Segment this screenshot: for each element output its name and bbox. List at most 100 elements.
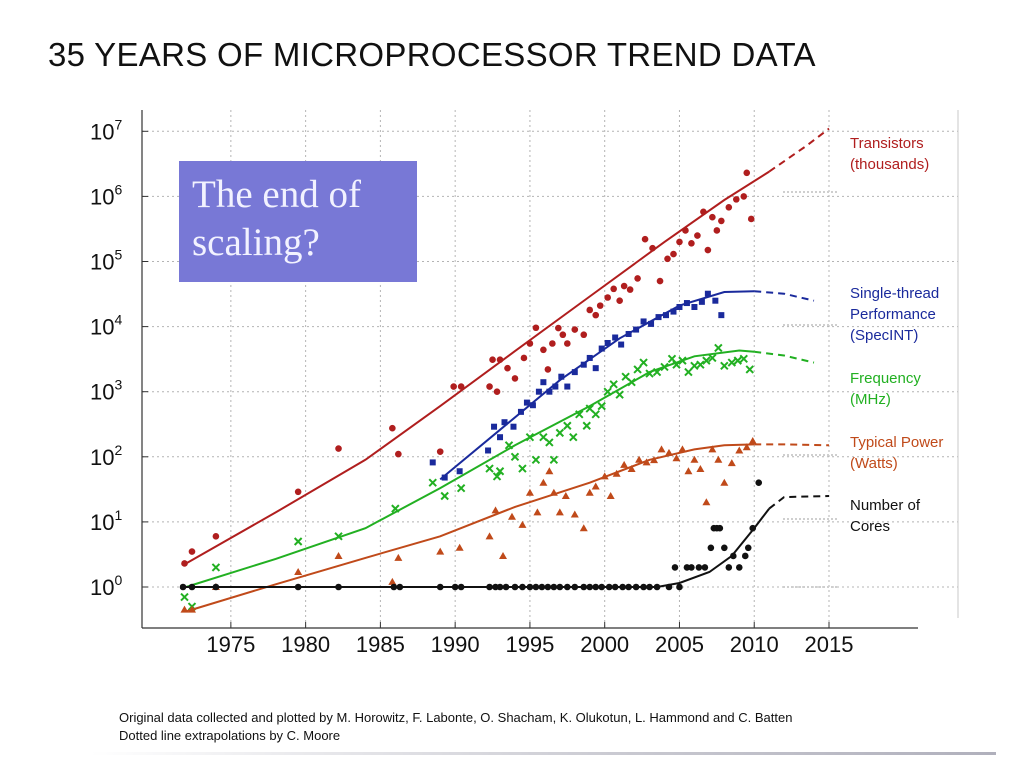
x-tick-label: 2005: [655, 632, 704, 657]
frequency-mhz-point: [733, 356, 742, 365]
number-of-cores-point: [502, 583, 510, 591]
series-layer: [179, 127, 830, 613]
typical-power-watts-point: [742, 443, 751, 451]
frequency-mhz-point: [591, 410, 600, 419]
number-of-cores-point: [556, 583, 564, 591]
number-of-cores-point: [665, 583, 673, 591]
number-of-cores-point: [451, 583, 459, 591]
typical-power-watts-point: [600, 472, 609, 480]
single-thread-performance-specint-point: [618, 341, 625, 348]
number-of-cores-point: [390, 583, 398, 591]
x-tick-label: 1995: [505, 632, 554, 657]
transistors-thousands-point: [489, 356, 496, 364]
transistors-thousands-point: [555, 324, 562, 332]
transistors-thousands-point: [549, 340, 556, 347]
typical-power-watts-point: [735, 446, 744, 454]
number-of-cores-point: [335, 583, 342, 591]
typical-power-watts-point: [570, 510, 579, 518]
transistors-thousands-point: [694, 232, 701, 239]
frequency-mhz-point: [720, 361, 729, 371]
number-of-cores-point: [721, 544, 728, 552]
frequency-mhz-point: [391, 504, 400, 513]
typical-power-watts-point: [714, 455, 723, 463]
transistors-thousands-point: [335, 445, 342, 452]
transistors-thousands-point: [592, 311, 600, 319]
number-of-cores-point: [526, 583, 534, 591]
typical-power-watts-point: [561, 491, 570, 499]
transistors-thousands-point: [493, 388, 501, 396]
number-of-cores-point: [725, 564, 733, 571]
transistors-thousands-point: [641, 235, 649, 243]
single-thread-performance-specint-point: [691, 304, 698, 311]
transistors-thousands-point: [747, 215, 755, 223]
frequency-mhz-point: [615, 390, 624, 399]
number-of-cores-point: [396, 583, 404, 591]
typical-power-watts-extrapolation-line: [754, 443, 830, 447]
frequency-mhz-point: [525, 432, 535, 442]
frequency-mhz-legend-label: Frequency (MHz): [850, 370, 921, 408]
transistors-thousands-point: [496, 356, 504, 364]
transistors-thousands-point: [709, 213, 716, 221]
frequency-mhz-point: [456, 483, 466, 493]
single-thread-performance-specint-point: [529, 402, 536, 409]
transistors-thousands-point: [664, 255, 671, 263]
frequency-mhz-point: [555, 428, 565, 438]
x-tick-label: 2000: [580, 632, 629, 657]
typical-power-watts-point: [684, 467, 693, 475]
number-of-cores-point: [436, 583, 444, 591]
transistors-thousands-point: [559, 331, 567, 339]
typical-power-watts-point: [612, 469, 621, 477]
transistors-thousands-point: [580, 331, 588, 339]
single-thread-performance-specint-point: [586, 354, 593, 361]
transistors-thousands-point: [676, 238, 683, 246]
typical-power-watts-point: [294, 567, 303, 575]
x-tick-label: 1975: [206, 632, 255, 657]
transistors-thousands-point: [682, 227, 689, 234]
transistors-thousands-point: [634, 275, 641, 282]
typical-power-watts-point: [549, 488, 558, 496]
single-thread-performance-specint-point: [441, 474, 448, 481]
transistors-thousands-point: [670, 250, 677, 258]
number-of-cores-point: [564, 583, 571, 591]
typical-power-watts-point: [672, 454, 681, 462]
number-of-cores-point: [744, 544, 752, 552]
typical-power-watts-point: [696, 464, 705, 472]
frequency-mhz-extrapolation-line: [754, 350, 815, 364]
y-tick-label: 102: [90, 442, 122, 470]
transistors-thousands-point: [571, 326, 579, 333]
typical-power-watts-point: [539, 478, 548, 486]
transistors-thousands-point: [504, 364, 511, 372]
single-thread-performance-specint-point: [704, 290, 711, 297]
single-thread-performance-specint-point: [456, 468, 463, 475]
typical-power-watts-point: [664, 448, 673, 456]
typical-power-watts-point: [555, 508, 564, 516]
typical-power-watts-point: [394, 553, 403, 561]
frequency-mhz-point: [739, 354, 748, 364]
footnote-extrapolation: Dotted line extrapolations by C. Moore: [119, 728, 341, 743]
number-of-cores-point: [580, 583, 588, 591]
number-of-cores-point: [538, 583, 546, 591]
typical-power-watts-point: [499, 551, 508, 559]
typical-power-watts-point: [620, 460, 629, 468]
single-thread-performance-specint-point: [640, 318, 647, 325]
y-tick-label: 101: [90, 507, 122, 535]
frequency-mhz-point: [428, 478, 437, 487]
typical-power-watts-point: [657, 445, 666, 453]
callout-text: The end of scaling?: [192, 173, 361, 264]
transistors-thousands-point: [718, 217, 725, 225]
number-of-cores-point: [695, 564, 703, 571]
number-of-cores-point: [688, 564, 695, 571]
number-of-cores-point: [519, 583, 526, 591]
x-tick-label: 2010: [730, 632, 779, 657]
frequency-mhz-point: [672, 360, 681, 369]
single-thread-performance-specint-point: [429, 459, 436, 466]
number-of-cores-point: [676, 583, 683, 591]
typical-power-watts-point: [180, 605, 189, 613]
y-tick-label: 103: [90, 377, 122, 405]
number-of-cores-point: [294, 583, 302, 591]
transistors-thousands-legend-label: Transistors (thousands): [850, 135, 929, 173]
number-of-cores-point: [496, 583, 504, 591]
transistors-thousands-point: [544, 366, 552, 373]
number-of-cores-point: [625, 583, 632, 591]
transistors-thousands-point: [649, 244, 656, 252]
